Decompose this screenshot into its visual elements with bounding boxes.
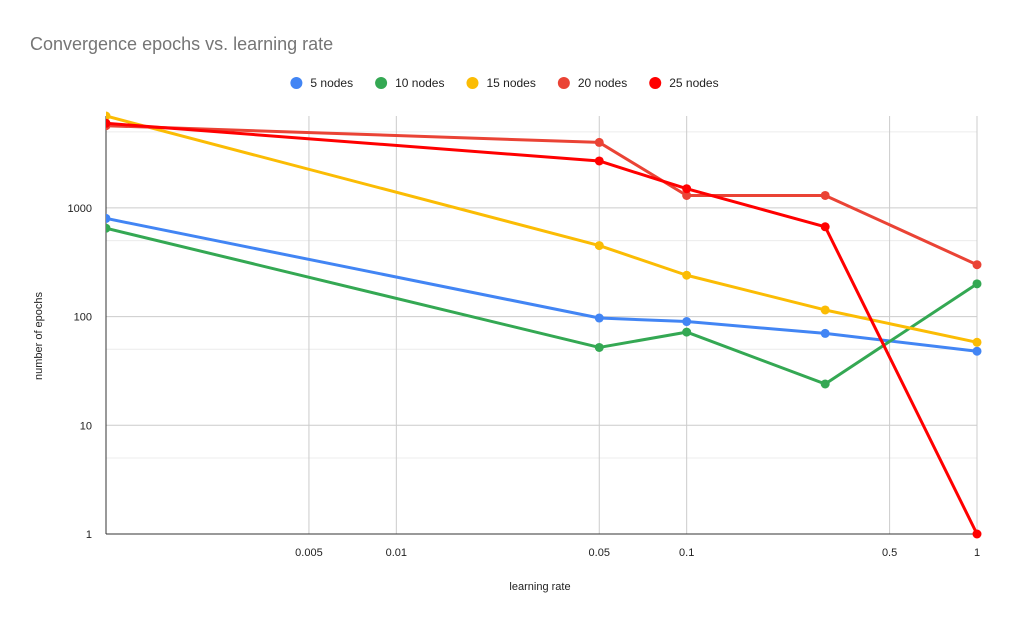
series-layer <box>106 111 982 539</box>
data-point <box>972 346 982 356</box>
series-line <box>106 216 979 353</box>
legend-label: 25 nodes <box>669 76 718 90</box>
data-point <box>820 222 830 232</box>
series-line <box>106 114 979 344</box>
legend-marker <box>290 77 303 89</box>
data-point <box>594 137 604 147</box>
data-point <box>106 118 111 128</box>
data-point <box>682 270 692 280</box>
legend-label: 20 nodes <box>578 76 627 90</box>
y-tick-label: 1 <box>86 529 92 541</box>
data-point <box>594 313 604 323</box>
legend-marker <box>557 77 570 89</box>
axes: 1 10 100 1000 0.005 0.01 0.05 0.1 0.5 1 <box>68 116 980 559</box>
data-point <box>820 328 830 338</box>
legend-marker <box>375 77 388 89</box>
data-point <box>972 529 982 539</box>
chart-title: Convergence epochs vs. learning rate <box>30 34 333 54</box>
legend-item: 25 nodes <box>649 76 719 90</box>
x-axis-title: learning rate <box>509 581 570 593</box>
grid <box>106 116 978 534</box>
series-20-nodes <box>106 121 982 270</box>
x-tick-label: 0.05 <box>589 547 610 559</box>
data-point <box>682 190 692 200</box>
series-25-nodes <box>106 118 982 539</box>
x-tick-label: 0.5 <box>882 547 897 559</box>
data-point <box>972 337 982 347</box>
legend-item: 20 nodes <box>557 76 627 90</box>
data-point <box>106 223 111 233</box>
series-10-nodes <box>106 223 982 389</box>
legend: 5 nodes 10 nodes 15 nodes 20 nodes 25 nodes <box>290 76 719 90</box>
legend-marker <box>466 77 479 89</box>
y-axis-title: number of epochs <box>33 291 45 380</box>
legend-marker <box>649 77 662 89</box>
data-point <box>820 305 830 315</box>
x-tick-label: 0.1 <box>679 547 694 559</box>
plot-area <box>106 111 982 539</box>
x-tick-label: 0.01 <box>386 547 407 559</box>
data-point <box>106 111 111 121</box>
y-tick-label: 100 <box>74 312 92 324</box>
series-5-nodes <box>106 213 982 356</box>
y-tick-label: 10 <box>80 420 92 432</box>
data-point <box>682 317 692 327</box>
legend-item: 15 nodes <box>466 76 536 90</box>
data-point <box>594 241 604 251</box>
series-15-nodes <box>106 111 982 347</box>
y-tick-label: 1000 <box>68 203 92 215</box>
data-point <box>972 279 982 289</box>
legend-item: 10 nodes <box>375 76 444 90</box>
data-point <box>106 213 111 223</box>
data-point <box>820 190 830 200</box>
legend-item: 5 nodes <box>290 76 353 90</box>
data-point <box>682 184 692 194</box>
data-point <box>972 260 982 270</box>
x-tick-label: 1 <box>974 547 980 559</box>
data-point <box>682 327 692 337</box>
legend-label: 5 nodes <box>310 76 353 90</box>
series-line <box>106 121 979 536</box>
data-point <box>820 379 830 389</box>
x-tick-label: 0.005 <box>295 547 323 559</box>
data-point <box>594 156 604 166</box>
data-point <box>594 342 604 352</box>
legend-label: 10 nodes <box>395 76 444 90</box>
legend-label: 15 nodes <box>486 76 535 90</box>
